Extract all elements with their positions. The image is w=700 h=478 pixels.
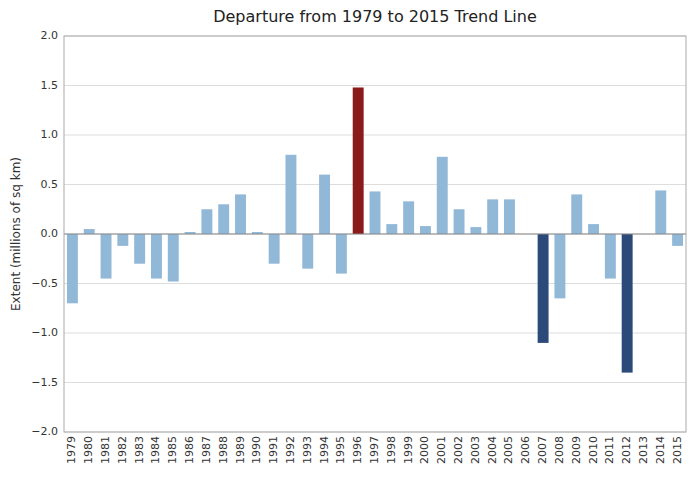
x-tick-label: 2014 xyxy=(654,436,667,464)
bar xyxy=(504,199,515,234)
y-tick-label: 0.5 xyxy=(41,178,59,191)
x-tick-label: 1987 xyxy=(200,436,213,464)
grid-line xyxy=(64,234,686,235)
x-tick-label: 2009 xyxy=(570,436,583,464)
title: Departure from 1979 to 2015 Trend Line xyxy=(213,7,537,26)
x-tick-label: 1990 xyxy=(250,436,263,464)
bar xyxy=(269,234,280,264)
y-tick-label: 0.0 xyxy=(41,227,59,240)
bar xyxy=(655,190,666,234)
bar xyxy=(302,234,313,269)
x-tick-label: 1981 xyxy=(99,436,112,464)
bar xyxy=(571,194,582,234)
x-tick-label: 1999 xyxy=(402,436,415,464)
bar xyxy=(470,227,481,234)
y-tick-label: 1.5 xyxy=(41,79,59,92)
bar xyxy=(319,175,330,234)
bar xyxy=(168,234,179,282)
grid-line xyxy=(64,135,686,136)
bar xyxy=(235,194,246,234)
bar xyxy=(218,204,229,234)
bar xyxy=(84,229,95,234)
y-tick-label: −1.0 xyxy=(31,326,58,339)
y-tick-label: −2.0 xyxy=(31,425,58,438)
x-tick-label: 2005 xyxy=(502,436,515,464)
x-tick-label: 1996 xyxy=(351,436,364,464)
x-tick-label: 1989 xyxy=(234,436,247,464)
y-tick-label: −1.5 xyxy=(31,376,58,389)
x-tick-label: 2000 xyxy=(418,436,431,464)
x-tick-label: 2001 xyxy=(435,436,448,464)
bar xyxy=(370,191,381,234)
bar xyxy=(386,224,397,234)
grid-line xyxy=(64,184,686,185)
bar xyxy=(336,234,347,274)
bar xyxy=(101,234,112,279)
x-tick-label: 2015 xyxy=(671,436,684,464)
x-tick-label: 2002 xyxy=(452,436,465,464)
bar xyxy=(605,234,616,279)
grid-line xyxy=(64,85,686,86)
x-tick-label: 1980 xyxy=(82,436,95,464)
x-tick-label: 2003 xyxy=(469,436,482,464)
x-tick-label: 2004 xyxy=(486,436,499,464)
x-tick-label: 2006 xyxy=(519,436,532,464)
x-tick-label: 1986 xyxy=(183,436,196,464)
y-tick-label: −0.5 xyxy=(31,277,58,290)
y-tick-label: 1.0 xyxy=(41,128,59,141)
grid xyxy=(64,36,686,432)
x-tick-label: 1993 xyxy=(301,436,314,464)
bar xyxy=(554,234,565,298)
bar xyxy=(588,224,599,234)
bar xyxy=(437,157,448,234)
bar xyxy=(134,234,145,264)
grid-line xyxy=(64,283,686,284)
chart: −2.0 −1.5 −1.0 −0.5 0.0 0.5 1.0 1.5 2.0 1979 1980 1… xyxy=(0,0,700,478)
x-tick-label: 1979 xyxy=(65,436,78,464)
x-tick-label: 1985 xyxy=(166,436,179,464)
bar xyxy=(672,234,683,246)
x-tick-label: 2012 xyxy=(620,436,633,464)
x-tick-label: 2007 xyxy=(536,436,549,464)
y-tick-label: 2.0 xyxy=(41,29,59,42)
x-tick-label: 1988 xyxy=(217,436,230,464)
bar xyxy=(454,209,465,234)
x-tick-label: 1998 xyxy=(385,436,398,464)
grid-line xyxy=(64,382,686,383)
bar xyxy=(151,234,162,279)
bar xyxy=(117,234,128,246)
x-tick-label: 1991 xyxy=(267,436,280,464)
bar xyxy=(420,226,431,234)
x-tick-label: 1994 xyxy=(318,436,331,464)
bar xyxy=(622,234,633,373)
grid-line xyxy=(64,333,686,334)
y-axis-label: Extent (millions of sq km) xyxy=(9,157,23,311)
bar xyxy=(353,87,364,234)
x-tick-label: 2010 xyxy=(587,436,600,464)
bar xyxy=(67,234,78,303)
bar xyxy=(538,234,549,343)
zero-line xyxy=(64,234,686,235)
plot-frame xyxy=(64,36,686,432)
bar xyxy=(201,209,212,234)
x-tick-label: 2011 xyxy=(603,436,616,464)
bar xyxy=(285,155,296,234)
bar xyxy=(403,201,414,234)
x-tick-label: 2013 xyxy=(637,436,650,464)
x-tick-label: 1995 xyxy=(334,436,347,464)
x-tick-label: 1997 xyxy=(368,436,381,464)
bar xyxy=(487,199,498,234)
bars xyxy=(67,87,683,372)
x-tick-label: 1992 xyxy=(284,436,297,464)
x-tick-label: 1983 xyxy=(133,436,146,464)
x-tick-label: 2008 xyxy=(553,436,566,464)
x-tick-label: 1984 xyxy=(149,436,162,464)
x-tick-label: 1982 xyxy=(116,436,129,464)
